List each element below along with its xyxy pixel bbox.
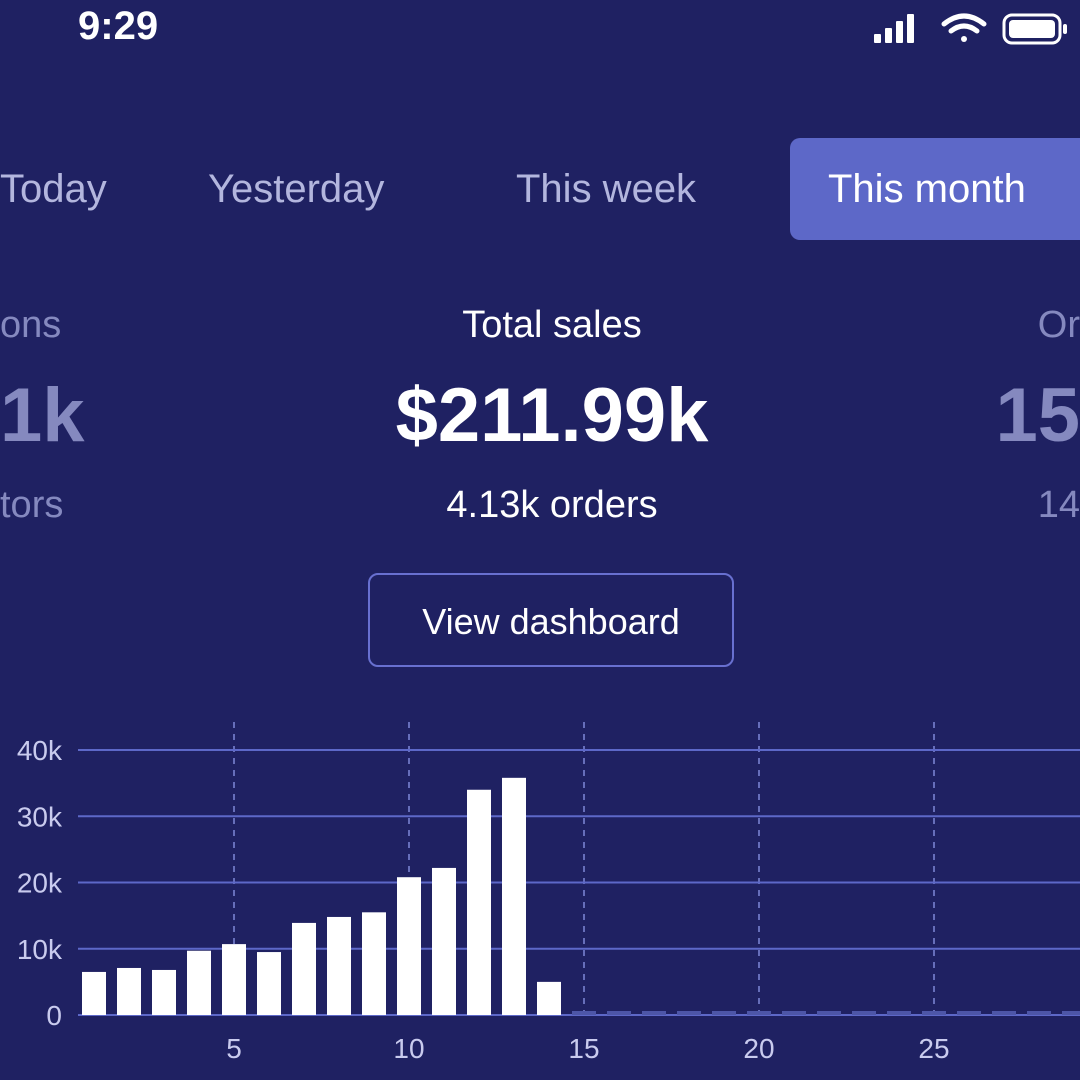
bar [432,867,456,1015]
bar-empty [1027,1011,1051,1015]
left-stat-label: ons [0,304,62,346]
bar-empty [887,1011,911,1015]
bar [257,952,281,1015]
y-tick-label: 30k [17,801,63,832]
bar [397,877,421,1015]
y-tick-label: 0 [46,1000,62,1031]
bar-empty [1062,1011,1080,1015]
bar-empty [992,1011,1016,1015]
x-tick-label: 20 [743,1033,774,1064]
bar-empty [677,1011,701,1015]
x-tick-label: 10 [393,1033,424,1064]
bar-empty [782,1011,806,1015]
left-stat-sub: tors [0,484,64,526]
bar [467,789,491,1015]
left-stat-value: 1k [0,373,85,458]
bar [187,950,211,1015]
bar [292,922,316,1015]
view-dashboard-button[interactable]: View dashboard [368,573,734,667]
x-tick-label: 5 [226,1033,242,1064]
bar [152,969,176,1015]
status-icons [874,13,1067,45]
bar [537,981,561,1015]
y-tick-label: 10k [17,934,63,965]
total-sales-value: $211.99k [395,373,709,458]
bar [82,971,106,1015]
y-tick-label: 20k [17,868,63,899]
bar-empty [642,1011,666,1015]
bar-empty [607,1011,631,1015]
signal-icon [874,14,914,43]
tab-today[interactable]: Today [0,167,107,211]
bar-empty [852,1011,876,1015]
tab-this-month[interactable]: This month [790,138,1080,240]
wifi-icon [941,13,987,42]
tab-yesterday[interactable]: Yesterday [208,167,385,211]
total-sales-label: Total sales [462,304,642,346]
y-tick-label: 40k [17,735,63,766]
bar-empty [922,1011,946,1015]
right-stat-value: 15 [995,373,1080,458]
x-tick-label: 15 [568,1033,599,1064]
bar [222,944,246,1015]
bar-empty [957,1011,981,1015]
right-stat-sub: 14 [1037,484,1080,526]
status-time: 9:29 [78,4,159,48]
bar [362,912,386,1015]
x-tick-label: 25 [918,1033,949,1064]
sales-bar-chart: 0 10k 20k 30k 40k 5 10 15 20 25 [17,722,1080,1064]
bar-empty [747,1011,771,1015]
bar [502,777,526,1015]
bar [327,916,351,1015]
orders-count: 4.13k orders [446,484,658,526]
right-stat-label: Or [1037,304,1080,346]
bar-empty [712,1011,736,1015]
bar-empty [572,1011,596,1015]
battery-icon [1002,13,1067,45]
bar [117,967,141,1015]
tab-this-week[interactable]: This week [516,167,697,211]
bar-empty [817,1011,841,1015]
